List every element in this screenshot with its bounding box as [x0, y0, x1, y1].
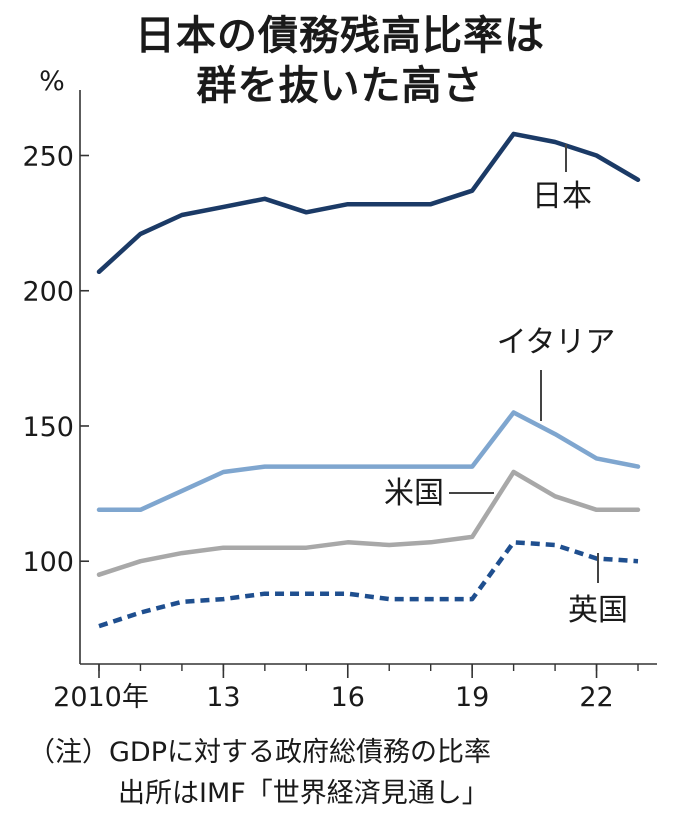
series-label: イタリア: [497, 325, 616, 360]
x-tick-label: 19: [455, 682, 489, 713]
y-tick-label: 200: [22, 277, 74, 308]
chart-axes: % 100 150 200 250 2010年 13 16 19 22: [22, 66, 657, 713]
series-label: 英国: [568, 593, 628, 628]
series-line: [98, 540, 639, 629]
series-line: [96, 410, 641, 513]
series-lines: [96, 131, 641, 629]
x-tick-label: 22: [579, 682, 613, 713]
series-line: [96, 131, 641, 275]
y-tick-label: 250: [22, 142, 74, 173]
y-tick-label: 150: [22, 412, 74, 443]
y-axis-unit-label: %: [39, 66, 65, 97]
series-label: 米国: [384, 476, 444, 511]
series-line: [96, 469, 641, 577]
footnote: （注）GDPに対する政府総債務の比率: [28, 737, 491, 768]
chart-title-line-1: 日本の債務残高比率は: [135, 13, 545, 59]
source-note: 出所はIMF「世界経済見通し」: [118, 778, 489, 809]
series-label: 日本: [532, 179, 592, 214]
y-tick-label: 100: [22, 547, 74, 578]
x-tick-label: 13: [206, 682, 240, 713]
x-tick-label: 2010年: [53, 682, 149, 713]
chart-title-line-2: 群を抜いた高さ: [196, 63, 484, 109]
x-tick-label: 16: [331, 682, 365, 713]
